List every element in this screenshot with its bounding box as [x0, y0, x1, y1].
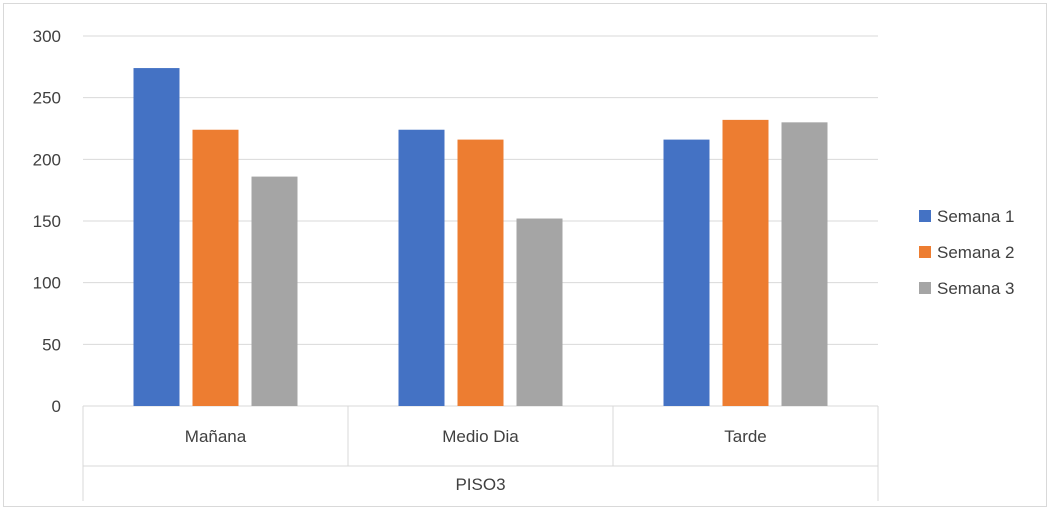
- y-tick-label: 250: [33, 89, 61, 108]
- bar-semana-1-mañana: [133, 68, 180, 407]
- legend-item-semana-3: Semana 3: [919, 279, 1015, 298]
- legend-label: Semana 3: [937, 279, 1015, 298]
- y-tick-label: 300: [33, 27, 61, 46]
- bar-semana-2-mañana: [192, 129, 239, 406]
- legend-label: Semana 2: [937, 243, 1015, 262]
- bar-semana-3-mañana: [251, 176, 298, 406]
- chart-frame: 0 50 100 150 200 250 300 Mañana Medio Dia Tarde P…: [3, 3, 1047, 507]
- legend-swatch: [919, 282, 931, 294]
- bar-semana-3-medio-dia: [516, 218, 563, 406]
- x-group-label: PISO3: [455, 475, 505, 494]
- bars: [133, 68, 828, 407]
- legend-swatch: [919, 210, 931, 222]
- legend: Semana 1 Semana 2 Semana 3: [919, 207, 1015, 298]
- y-tick-label: 0: [52, 397, 61, 416]
- bar-semana-1-medio-dia: [398, 129, 445, 406]
- legend-swatch: [919, 246, 931, 258]
- bar-chart: 0 50 100 150 200 250 300 Mañana Medio Dia Tarde P…: [33, 27, 1015, 501]
- bar-semana-2-tarde: [722, 119, 769, 406]
- x-category-label: Medio Dia: [442, 427, 519, 446]
- y-tick-label: 100: [33, 274, 61, 293]
- x-category-label: Tarde: [724, 427, 767, 446]
- x-axis: Mañana Medio Dia Tarde PISO3: [82, 406, 879, 501]
- y-tick-label: 150: [33, 212, 61, 231]
- bar-semana-2-medio-dia: [457, 139, 504, 406]
- bar-semana-3-tarde: [781, 122, 828, 406]
- y-axis-tick-labels: 0 50 100 150 200 250 300: [33, 27, 61, 416]
- legend-item-semana-1: Semana 1: [919, 207, 1015, 226]
- y-tick-label: 50: [42, 335, 61, 354]
- bar-semana-1-tarde: [663, 139, 710, 406]
- x-category-label: Mañana: [185, 427, 247, 446]
- legend-item-semana-2: Semana 2: [919, 243, 1015, 262]
- legend-label: Semana 1: [937, 207, 1015, 226]
- y-tick-label: 200: [33, 150, 61, 169]
